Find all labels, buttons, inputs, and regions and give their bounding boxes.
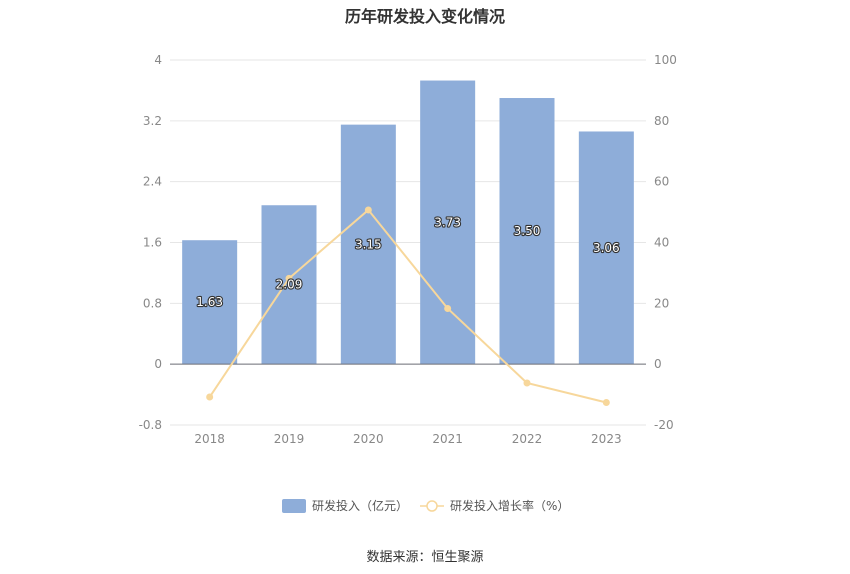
bar[interactable] <box>578 131 634 365</box>
bar-value-label: 3.50 <box>514 224 541 238</box>
left-y-tick-label: 2.4 <box>143 175 162 189</box>
right-y-tick-label: -20 <box>654 418 674 432</box>
x-tick-label: 2023 <box>591 432 622 446</box>
left-y-tick-label: 3.2 <box>143 114 162 128</box>
data-labels: 1.63 2.09 3.15 3.73 3.50 3.06 <box>195 214 621 310</box>
left-y-tick-label: 4 <box>154 53 162 67</box>
x-tick-label: 2019 <box>274 432 305 446</box>
left-y-tick-label: 0 <box>154 357 162 371</box>
left-y-axis: -0.8 0 0.8 1.6 2.4 3.2 4 <box>139 53 162 432</box>
bar-value-label: 3.06 <box>593 241 620 255</box>
legend: 研发投入（亿元） 研发投入增长率（%） <box>282 498 569 513</box>
bar[interactable] <box>182 240 238 365</box>
left-y-tick-label: -0.8 <box>139 418 162 432</box>
chart-title: 历年研发投入变化情况 <box>344 7 505 26</box>
bar-value-label: 3.15 <box>355 237 382 251</box>
right-y-tick-label: 60 <box>654 175 669 189</box>
growth-line <box>208 208 607 404</box>
x-tick-label: 2018 <box>194 432 225 446</box>
left-y-tick-label: 0.8 <box>143 296 162 310</box>
bar-value-label: 2.09 <box>276 278 303 292</box>
right-y-tick-label: 0 <box>654 357 662 371</box>
right-y-tick-label: 80 <box>654 114 669 128</box>
bar-series <box>182 80 634 365</box>
legend-swatch-marker[interactable] <box>426 500 438 512</box>
legend-swatch-bar[interactable] <box>282 499 306 513</box>
bar-value-label: 1.63 <box>196 295 223 309</box>
bar-value-label: 3.73 <box>434 215 461 229</box>
right-y-axis: -20 0 20 40 60 80 100 <box>654 53 677 432</box>
bar[interactable] <box>420 80 476 365</box>
growth-line-series <box>206 206 610 406</box>
x-tick-label: 2021 <box>432 432 463 446</box>
growth-point[interactable] <box>523 379 531 387</box>
right-y-tick-label: 40 <box>654 236 669 250</box>
grid-lines <box>170 59 646 426</box>
growth-point[interactable] <box>602 398 610 406</box>
data-source: 数据来源：恒生聚源 <box>366 550 484 565</box>
growth-point[interactable] <box>364 206 372 214</box>
growth-point[interactable] <box>206 393 214 401</box>
x-tick-label: 2020 <box>353 432 384 446</box>
right-y-tick-label: 100 <box>654 53 677 67</box>
legend-label-bar[interactable]: 研发投入（亿元） <box>312 498 408 513</box>
right-y-tick-label: 20 <box>654 296 669 310</box>
bar[interactable] <box>499 98 555 365</box>
bar[interactable] <box>261 205 317 365</box>
x-tick-label: 2022 <box>512 432 543 446</box>
left-y-tick-label: 1.6 <box>143 236 162 250</box>
legend-label-line[interactable]: 研发投入增长率（%） <box>450 498 569 513</box>
x-axis: 2018 2019 2020 2021 2022 2023 <box>194 432 621 446</box>
growth-point[interactable] <box>444 305 452 313</box>
growth-point[interactable] <box>285 274 293 282</box>
bar[interactable] <box>340 124 396 365</box>
